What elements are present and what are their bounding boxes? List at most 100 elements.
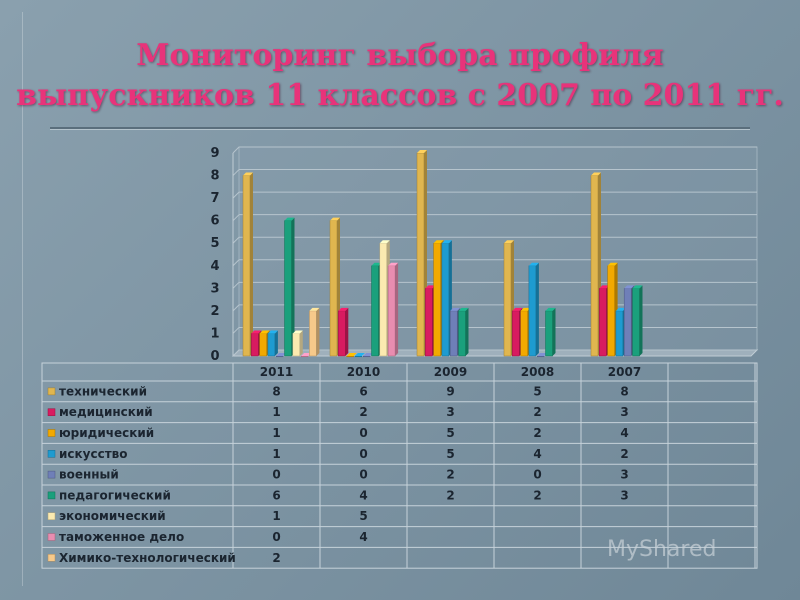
bar-top — [309, 307, 320, 311]
bar-top — [632, 285, 643, 289]
data-label: 6 — [359, 384, 367, 398]
data-label: 0 — [359, 468, 367, 482]
data-label: 8 — [272, 384, 280, 398]
bar-top — [607, 262, 618, 266]
bar-top — [624, 285, 635, 289]
data-label: 1 — [272, 405, 280, 419]
bar-искусство-2009 — [441, 242, 450, 357]
bar-педагогический-2009 — [458, 310, 466, 357]
bar-top — [259, 330, 270, 334]
data-label: 3 — [620, 468, 628, 482]
bar-экономический-2011 — [292, 333, 301, 357]
y-tick-label: 2 — [210, 304, 219, 319]
bar-top — [591, 172, 601, 176]
bar-top — [599, 285, 610, 289]
bar-top — [504, 240, 514, 244]
gridline-depth — [232, 281, 240, 289]
data-label: 2 — [533, 405, 541, 419]
data-label: 5 — [446, 447, 454, 461]
legend-swatch-таможенное дело — [47, 533, 56, 541]
data-label: 1 — [272, 426, 280, 440]
bar-искусство-2008 — [528, 265, 537, 357]
gridline-depth — [232, 349, 240, 357]
bar-военный-2008 — [536, 355, 545, 358]
bar-экономический-2010 — [379, 242, 388, 357]
bar-педагогический-2011 — [284, 220, 292, 357]
gridline-depth — [232, 259, 240, 267]
bar-технический-2009 — [416, 152, 425, 357]
bar-педагогический-2007 — [632, 288, 640, 357]
bar-side — [535, 262, 539, 356]
bar-side — [552, 307, 556, 356]
legend-swatch-военный — [47, 470, 56, 479]
gridline-depth — [232, 169, 240, 176]
bar-top — [458, 307, 469, 311]
legend-swatch-технический — [47, 387, 56, 396]
bar-top — [301, 353, 312, 356]
gridline-depth — [232, 146, 240, 154]
bar-юридический-2008 — [520, 310, 528, 357]
data-label: 3 — [620, 488, 628, 502]
bar-искусство-2010 — [354, 355, 363, 358]
slide-title: Мониторинг выбора профиля выпускников 11… — [0, 36, 800, 116]
y-tick-label: 4 — [210, 259, 219, 274]
data-label: 9 — [446, 384, 454, 398]
legend-label-экономический: экономический — [59, 509, 166, 523]
bar-side — [395, 262, 399, 356]
bar-медицинский-2007 — [599, 288, 607, 357]
y-tick-label: 3 — [210, 281, 219, 296]
bar-технический-2007 — [590, 175, 599, 357]
bar-side — [639, 285, 643, 356]
bar-side — [299, 330, 303, 356]
bar-top — [433, 240, 444, 244]
legend-swatch-медицинский — [47, 408, 56, 416]
category-label-2011: 2011 — [260, 365, 293, 379]
watermark-logo: MyShared — [607, 537, 716, 562]
bar-side — [291, 217, 295, 356]
bar-военный-2007 — [623, 288, 632, 357]
data-label: 2 — [446, 488, 454, 502]
legend-swatch-юридический — [47, 429, 56, 437]
bar-top — [330, 217, 340, 221]
data-table — [41, 362, 758, 569]
bar-top — [363, 353, 374, 356]
bar-side — [274, 330, 278, 356]
data-label: 8 — [620, 384, 628, 398]
bar-технический-2010 — [329, 220, 338, 357]
bar-top — [545, 307, 556, 311]
legend-label-военный: военный — [59, 468, 119, 482]
data-label: 0 — [359, 447, 367, 461]
bar-юридический-2007 — [607, 265, 615, 357]
legend-label-таможенное дело: таможенное дело — [59, 530, 184, 544]
bar-side — [345, 307, 349, 356]
bar-top — [417, 150, 427, 153]
bar-side — [465, 307, 469, 356]
gridline-depth — [232, 191, 240, 199]
bar-top — [520, 307, 531, 311]
legend-label-медицинский: медицинский — [59, 405, 153, 419]
bar-top — [425, 285, 436, 289]
bar-таможенное дело-2010 — [387, 265, 396, 357]
bar-top — [354, 353, 365, 356]
bar-top — [276, 353, 287, 356]
bar-Химико-технологический-2011 — [309, 310, 317, 357]
data-label: 2 — [533, 488, 541, 502]
data-label: 4 — [359, 488, 367, 502]
bar-top — [537, 353, 548, 356]
data-label: 0 — [272, 530, 280, 544]
slide-frame — [22, 12, 783, 586]
data-label: 1 — [272, 509, 280, 523]
data-label: 4 — [533, 447, 541, 461]
bar-юридический-2010 — [346, 355, 354, 358]
data-label: 5 — [533, 384, 541, 398]
legend-label-искусство: искусство — [59, 447, 128, 461]
gridline-depth — [232, 236, 240, 244]
gridline-depth — [232, 304, 240, 312]
bar-медицинский-2008 — [512, 310, 520, 357]
data-label: 2 — [446, 468, 454, 482]
y-tick-label: 5 — [210, 236, 219, 251]
bar-медицинский-2011 — [251, 333, 259, 357]
category-label-2009: 2009 — [434, 365, 467, 379]
title-divider — [50, 127, 750, 130]
